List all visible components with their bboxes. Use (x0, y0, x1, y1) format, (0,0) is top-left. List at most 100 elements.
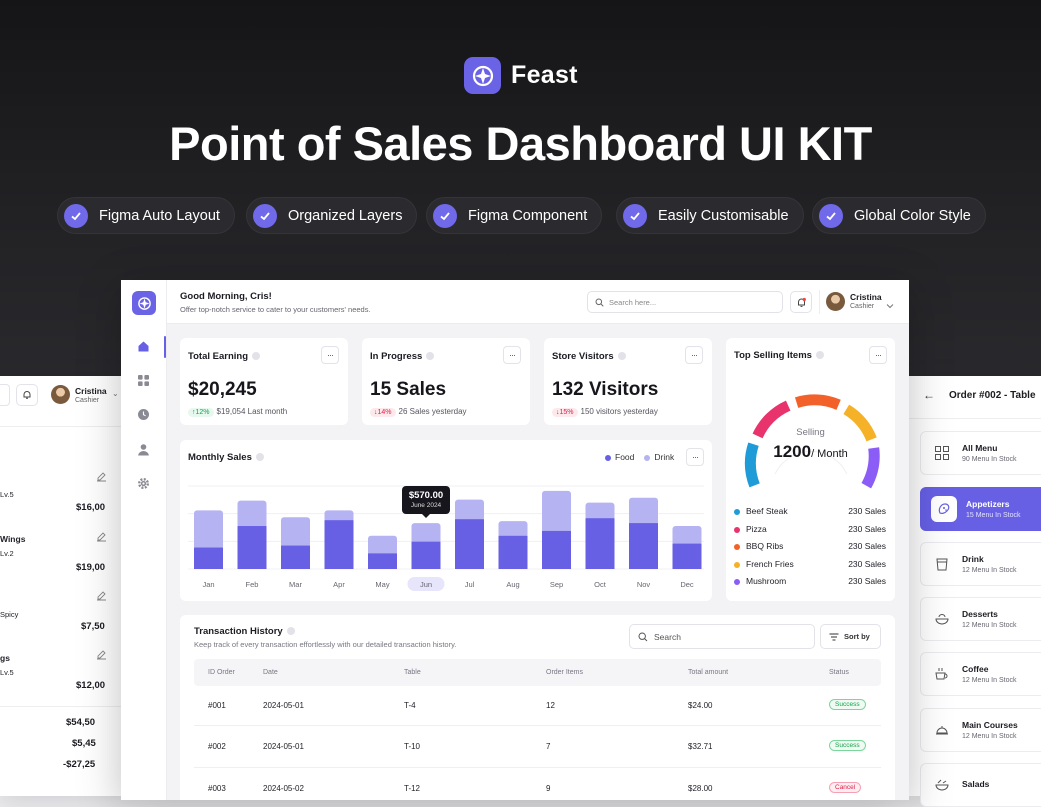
bar-food-apr[interactable] (324, 520, 354, 569)
more-options-button[interactable]: ··· (503, 346, 521, 364)
bar-drink-may[interactable] (368, 535, 397, 556)
selected-month-highlight (407, 577, 445, 591)
cup-icon (931, 553, 953, 575)
bar-drink-apr[interactable] (324, 510, 354, 523)
delta-badge: ↑12% (188, 408, 214, 417)
status-badge: Success (829, 740, 866, 751)
bar-drink-oct[interactable] (585, 502, 615, 521)
greeting: Good Morning, Cris! (180, 291, 272, 302)
search-icon (595, 298, 604, 307)
stat-title: Store Visitors (552, 351, 626, 362)
more-options-button[interactable]: ··· (869, 346, 887, 364)
order-total: $24.00 (688, 701, 713, 710)
top-item-row: Beef Steak 230 Sales (734, 506, 886, 516)
bar-food-sep[interactable] (542, 530, 571, 569)
avatar[interactable] (826, 292, 845, 311)
transaction-search-input[interactable]: Search (629, 624, 815, 649)
bar-food-nov[interactable] (629, 523, 658, 569)
top-item-row: BBQ Ribs 230 Sales (734, 541, 886, 551)
stat-note: $19,054 Last month (216, 407, 288, 416)
category-salads[interactable]: Salads (920, 763, 1041, 807)
delta-badge: ↓14% (370, 408, 396, 417)
app-logo-icon[interactable] (132, 291, 156, 315)
x-tick-label: May (375, 580, 389, 589)
back-arrow-icon[interactable]: ← (923, 388, 935, 402)
category-all-menu[interactable]: All Menu 90 Menu In Stock (920, 431, 1041, 475)
top-item-row: French Fries 230 Sales (734, 559, 886, 569)
bar-drink-jan[interactable] (194, 510, 223, 550)
divider (907, 418, 1041, 419)
bar-drink-sep[interactable] (542, 490, 571, 533)
bar-drink-mar[interactable] (281, 517, 310, 548)
more-options-button[interactable]: ··· (685, 346, 703, 364)
category-main-courses[interactable]: Main Courses 12 Menu In Stock (920, 708, 1041, 752)
bar-food-jan[interactable] (194, 547, 223, 569)
grid-icon[interactable] (137, 374, 150, 392)
cart-item-note: Lv.2 (0, 549, 14, 558)
chart-title: Monthly Sales (188, 452, 264, 463)
selling-gauge (744, 394, 880, 489)
order-id: #002 (208, 742, 226, 751)
tax-value: $5,45 (72, 738, 96, 749)
tooltip-label: June 2024 (410, 502, 442, 509)
bar-food-may[interactable] (368, 553, 397, 569)
bar-drink-feb[interactable] (237, 500, 267, 529)
table-row[interactable]: #001 2024-05-01 T-4 12 $24.00 Success (194, 686, 881, 726)
transaction-history-card: Transaction History Keep track of every … (180, 615, 895, 800)
search-input[interactable]: Search here... (587, 291, 783, 313)
column-header: Date (263, 669, 278, 676)
bar-food-mar[interactable] (281, 545, 310, 569)
bar-food-dec[interactable] (672, 543, 702, 569)
chevron-down-icon[interactable]: ⌄ (112, 389, 119, 398)
more-options-button[interactable]: ··· (321, 346, 339, 364)
top-item: BBQ Ribs (734, 541, 783, 551)
more-options-button[interactable]: ··· (686, 448, 704, 466)
sort-button[interactable]: Sort by (820, 624, 881, 649)
bar-drink-nov[interactable] (629, 497, 658, 526)
category-coffee[interactable]: Coffee 12 Menu In Stock (920, 652, 1041, 696)
check-icon (433, 203, 457, 228)
grid-icon (931, 442, 953, 464)
user-name: Cristina (75, 386, 107, 396)
bar-food-oct[interactable] (585, 518, 615, 569)
order-date: 2024-05-01 (263, 742, 304, 751)
gear-icon[interactable] (137, 477, 150, 495)
bar-food-jun[interactable] (411, 541, 441, 569)
bar-drink-dec[interactable] (672, 526, 702, 546)
column-header: Status (829, 669, 849, 676)
category-desserts[interactable]: Desserts 12 Menu In Stock (920, 597, 1041, 641)
bar-drink-jul[interactable] (455, 499, 484, 522)
bar-drink-aug[interactable] (498, 521, 528, 538)
bar-food-jul[interactable] (455, 519, 484, 569)
avatar[interactable] (51, 385, 70, 404)
bar-drink-jun[interactable] (411, 523, 441, 544)
edit-icon[interactable] (96, 647, 107, 665)
category-appetizers[interactable]: Appetizers 15 Menu In Stock (920, 487, 1041, 531)
item-color-dot (734, 526, 740, 533)
item-name: Mushroom (746, 576, 787, 586)
x-tick-label: Jul (465, 580, 475, 589)
info-icon (426, 352, 435, 361)
table-row[interactable]: #003 2024-05-02 T-12 9 $28.00 Cancel (194, 768, 881, 800)
bar-food-feb[interactable] (237, 526, 267, 569)
top-bar: Good Morning, Cris! Offer top-notch serv… (121, 280, 909, 324)
home-icon[interactable] (137, 340, 150, 358)
bar-food-aug[interactable] (498, 535, 528, 569)
edit-icon[interactable] (96, 529, 107, 547)
chart-tooltip: $570.00 June 2024 (402, 486, 450, 518)
table-row[interactable]: #002 2024-05-01 T-10 7 $32.71 Success (194, 726, 881, 768)
edit-icon[interactable] (96, 588, 107, 606)
edit-icon[interactable] (96, 469, 107, 487)
user-icon[interactable] (137, 443, 150, 461)
user-role: Cashier (850, 303, 875, 310)
notification-button[interactable] (16, 384, 38, 406)
chevron-down-icon[interactable] (886, 296, 894, 314)
category-drink[interactable]: Drink 12 Menu In Stock (920, 542, 1041, 586)
search-box-edge[interactable] (0, 384, 10, 406)
notification-button[interactable] (790, 291, 812, 313)
x-tick-label: Apr (333, 580, 345, 589)
delta-value: 12% (195, 409, 210, 416)
clock-icon[interactable] (137, 408, 150, 426)
stat-title: Total Earning (188, 351, 260, 362)
hero-title: Point of Sales Dashboard UI KIT (169, 117, 872, 170)
